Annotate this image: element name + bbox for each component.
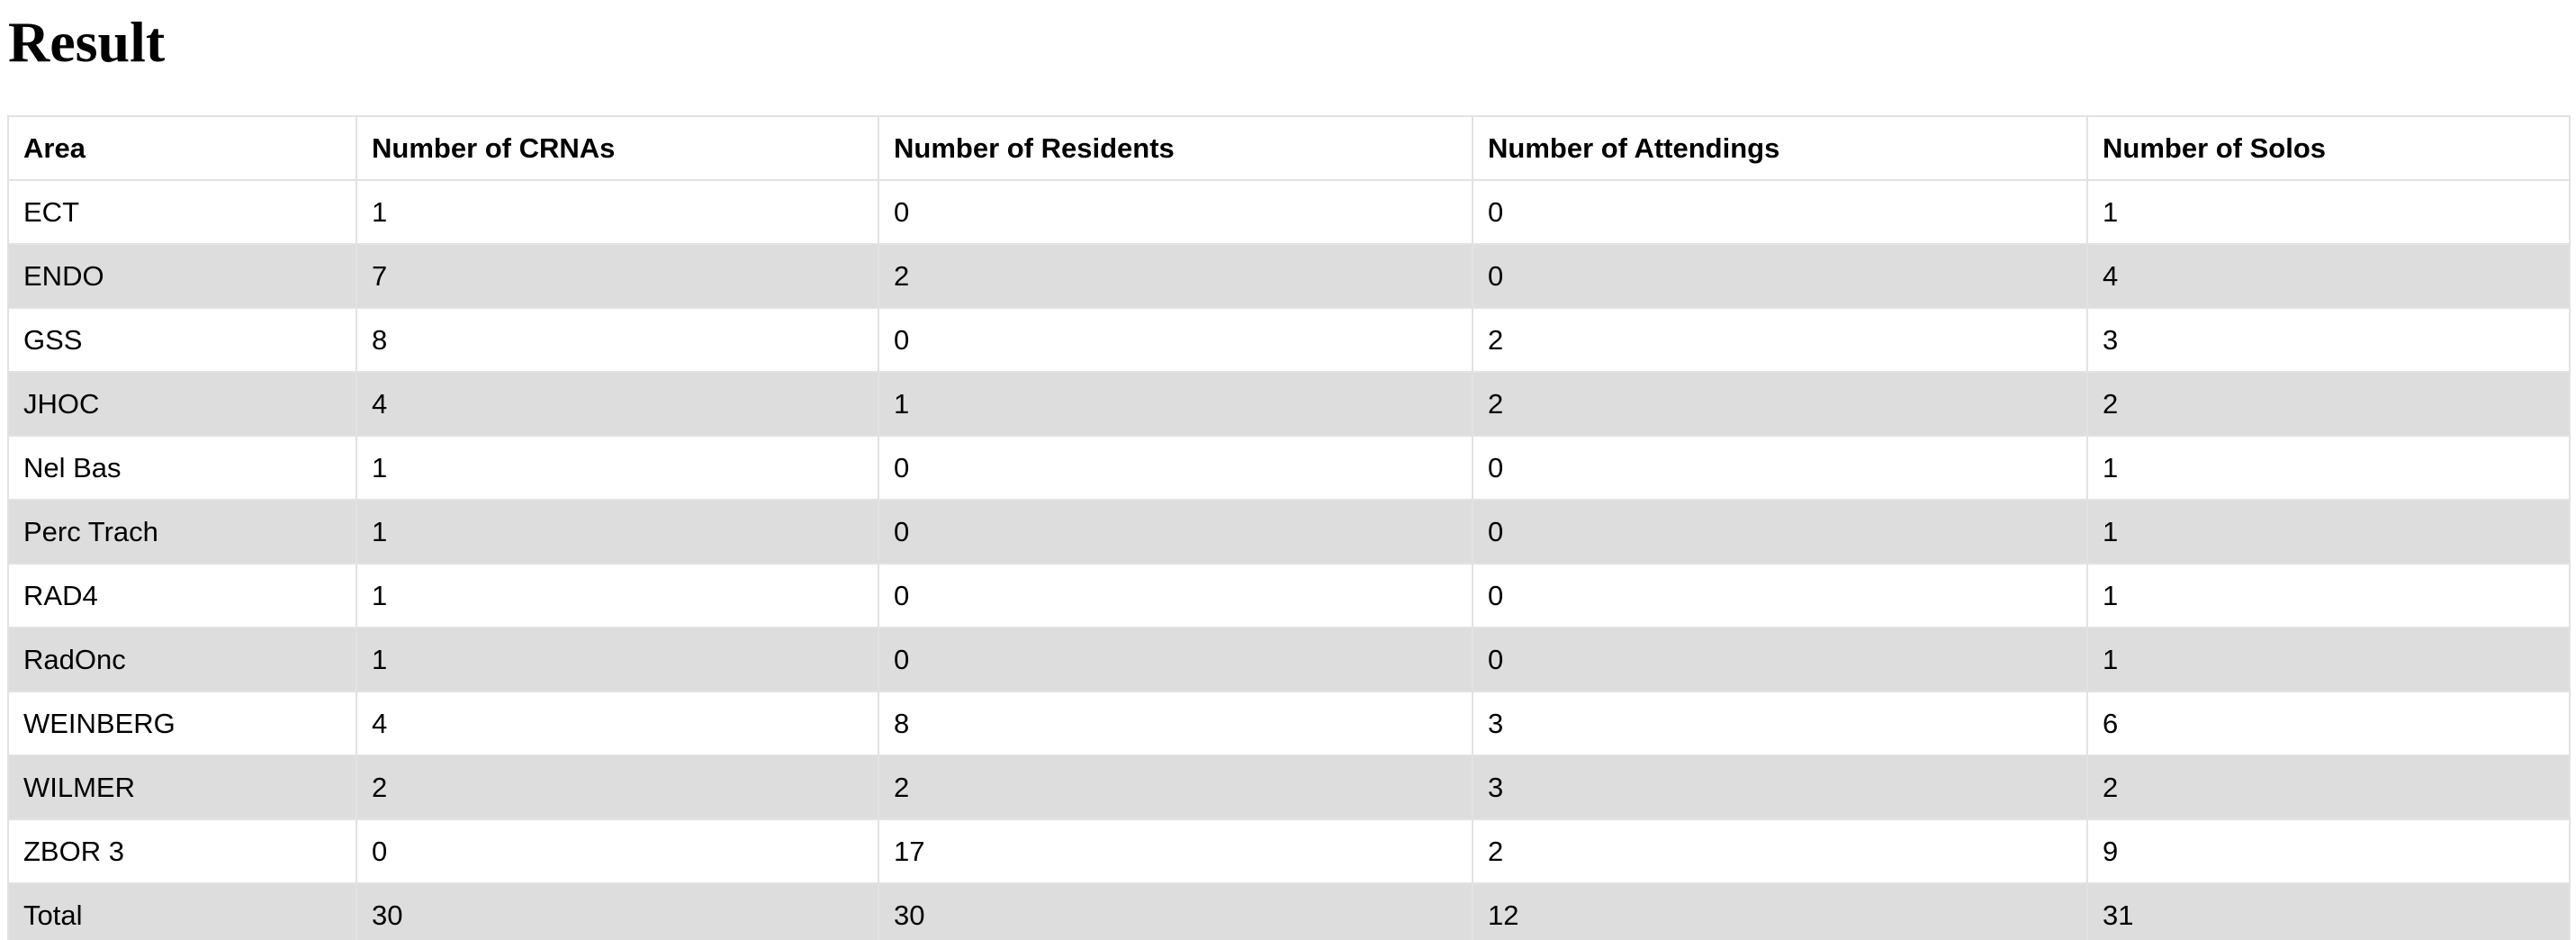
cell-crnas: 1 <box>356 499 879 565</box>
cell-attendings: 0 <box>1472 243 2088 309</box>
table-row: Nel Bas 1 0 0 1 <box>7 435 2571 501</box>
cell-solos: 2 <box>2086 755 2571 820</box>
cell-solos: 4 <box>2086 243 2571 309</box>
cell-solos: 9 <box>2086 818 2571 884</box>
cell-solos: 1 <box>2086 563 2571 628</box>
cell-crnas: 1 <box>356 627 879 692</box>
cell-residents: 17 <box>878 818 1473 884</box>
cell-residents: 2 <box>878 243 1473 309</box>
cell-residents: 2 <box>878 755 1473 820</box>
cell-area: ECT <box>7 179 357 245</box>
table-header: Area Number of CRNAs Number of Residents… <box>7 115 2571 181</box>
column-header-residents: Number of Residents <box>878 115 1473 181</box>
cell-attendings: 3 <box>1472 755 2088 820</box>
table-body: ECT 1 0 0 1 ENDO 7 2 0 4 GSS 8 0 2 3 JHO… <box>7 179 2571 940</box>
table-row: RAD4 1 0 0 1 <box>7 563 2571 628</box>
table-row: WEINBERG 4 8 3 6 <box>7 691 2571 756</box>
cell-area: RadOnc <box>7 627 357 692</box>
cell-solos: 31 <box>2086 882 2571 940</box>
cell-area: ENDO <box>7 243 357 309</box>
cell-attendings: 0 <box>1472 435 2088 501</box>
cell-area: WILMER <box>7 755 357 820</box>
cell-residents: 8 <box>878 691 1473 756</box>
cell-attendings: 2 <box>1472 818 2088 884</box>
column-header-solos: Number of Solos <box>2086 115 2571 181</box>
cell-crnas: 0 <box>356 818 879 884</box>
cell-residents: 0 <box>878 627 1473 692</box>
cell-crnas: 1 <box>356 435 879 501</box>
cell-attendings: 2 <box>1472 371 2088 437</box>
cell-area: Total <box>7 882 357 940</box>
cell-residents: 1 <box>878 371 1473 437</box>
cell-crnas: 2 <box>356 755 879 820</box>
cell-residents: 30 <box>878 882 1473 940</box>
cell-residents: 0 <box>878 563 1473 628</box>
cell-solos: 1 <box>2086 499 2571 565</box>
cell-attendings: 0 <box>1472 499 2088 565</box>
cell-attendings: 2 <box>1472 307 2088 373</box>
cell-area: Perc Trach <box>7 499 357 565</box>
cell-residents: 0 <box>878 499 1473 565</box>
cell-crnas: 30 <box>356 882 879 940</box>
table-row: GSS 8 0 2 3 <box>7 307 2571 373</box>
column-header-crnas: Number of CRNAs <box>356 115 879 181</box>
cell-crnas: 1 <box>356 563 879 628</box>
table-row: ZBOR 3 0 17 2 9 <box>7 818 2571 884</box>
cell-area: RAD4 <box>7 563 357 628</box>
cell-solos: 1 <box>2086 179 2571 245</box>
cell-attendings: 0 <box>1472 563 2088 628</box>
cell-solos: 2 <box>2086 371 2571 437</box>
table-row: RadOnc 1 0 0 1 <box>7 627 2571 692</box>
cell-area: ZBOR 3 <box>7 818 357 884</box>
cell-attendings: 3 <box>1472 691 2088 756</box>
table-row: ECT 1 0 0 1 <box>7 179 2571 245</box>
cell-solos: 6 <box>2086 691 2571 756</box>
cell-crnas: 4 <box>356 691 879 756</box>
cell-crnas: 8 <box>356 307 879 373</box>
table-row: WILMER 2 2 3 2 <box>7 755 2571 820</box>
table-total-row: Total 30 30 12 31 <box>7 882 2571 940</box>
cell-crnas: 4 <box>356 371 879 437</box>
cell-area: GSS <box>7 307 357 373</box>
page-title: Result <box>8 10 166 74</box>
table-row: JHOC 4 1 2 2 <box>7 371 2571 437</box>
cell-residents: 0 <box>878 179 1473 245</box>
cell-attendings: 12 <box>1472 882 2088 940</box>
cell-solos: 1 <box>2086 627 2571 692</box>
cell-crnas: 1 <box>356 179 879 245</box>
table-row: ENDO 7 2 0 4 <box>7 243 2571 309</box>
cell-attendings: 0 <box>1472 627 2088 692</box>
column-header-attendings: Number of Attendings <box>1472 115 2088 181</box>
cell-area: WEINBERG <box>7 691 357 756</box>
cell-residents: 0 <box>878 435 1473 501</box>
cell-solos: 3 <box>2086 307 2571 373</box>
cell-crnas: 7 <box>356 243 879 309</box>
cell-attendings: 0 <box>1472 179 2088 245</box>
cell-residents: 0 <box>878 307 1473 373</box>
header-row: Area Number of CRNAs Number of Residents… <box>7 115 2571 181</box>
result-table: Area Number of CRNAs Number of Residents… <box>7 115 2571 940</box>
table-row: Perc Trach 1 0 0 1 <box>7 499 2571 565</box>
cell-solos: 1 <box>2086 435 2571 501</box>
column-header-area: Area <box>7 115 357 181</box>
cell-area: JHOC <box>7 371 357 437</box>
cell-area: Nel Bas <box>7 435 357 501</box>
